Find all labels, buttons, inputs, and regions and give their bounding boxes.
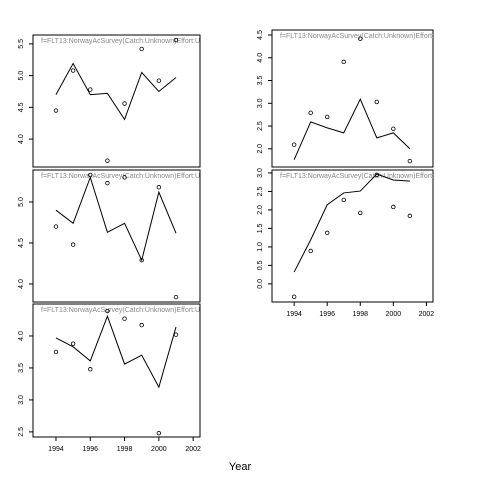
fit-line [293,173,410,273]
observed-point [105,308,110,314]
observed-point [139,46,144,52]
panel-title: f=FLT13:NorwayAcSurvey(Catch:Unknown)Eff… [280,173,443,180]
y-tick-label: 5.0 [18,71,25,81]
panel-title: f=FLT13:NorwayAcSurvey(Catch:Unknown)Eff… [41,38,204,45]
observed-point [341,197,346,203]
observed-point [173,37,179,43]
y-tick-label: 2.5 [18,427,25,437]
panel-frame [32,169,201,303]
x-tick-label: 2000 [386,311,402,318]
y-tick-label: 2.0 [257,144,264,154]
x-tick-label: 1996 [82,446,98,453]
fit-line [55,62,177,121]
y-tick-label: 2.0 [257,205,264,215]
y-tick-label: 4.5 [18,102,25,112]
observed-point [156,185,162,190]
y-tick-label: 4.5 [257,30,264,40]
observed-point [105,158,110,163]
observed-point [391,204,396,210]
panel-frame [32,303,201,438]
observed-point [407,158,413,164]
y-tick-label: 3.5 [18,363,25,373]
observed-point [53,224,59,229]
observed-point [358,36,363,41]
fit-line [293,97,411,160]
observed-point [88,367,93,372]
fit-line [55,175,177,262]
observed-point [88,87,93,92]
y-tick-label: 4.5 [18,238,25,248]
observed-point [291,294,297,300]
y-tick-label: 2.5 [257,186,264,196]
observed-point [325,230,330,236]
y-tick-label: 0.0 [257,279,264,289]
y-tick-label: 2.5 [257,121,264,131]
panel: f=FLT13:NorwayAcSurvey(Catch:Unknown)Eff… [257,168,443,318]
y-tick-label: 0.5 [257,260,264,270]
y-tick-label: 5.0 [18,197,25,207]
x-tick-label: 1998 [352,311,368,318]
x-tick-label: 1994 [286,311,302,318]
x-tick-label: 1998 [117,446,133,453]
y-tick-label: 1.0 [257,242,264,252]
observed-point [308,248,313,254]
observed-point [156,430,162,436]
x-axis-label: Year [229,461,252,473]
observed-point [308,110,313,116]
observed-point [374,99,379,105]
observed-point [407,213,413,219]
panel: f=FLT13:NorwayAcSurvey(Catch:Unknown)Eff… [18,169,204,303]
observed-point [139,322,144,328]
y-tick-label: 3.0 [18,395,25,405]
observed-point [325,114,330,120]
observed-point [173,332,179,337]
panel: f=FLT13:NorwayAcSurvey(Catch:Unknown)Eff… [18,303,204,453]
observed-point [291,142,297,147]
panel-title: f=FLT13:NorwayAcSurvey(Catch:Unknown)Eff… [41,173,204,180]
y-tick-label: 3.5 [257,76,264,86]
observed-point [173,294,179,300]
panel-frame [271,169,434,303]
observed-point [122,316,127,321]
x-tick-label: 2002 [185,446,201,453]
y-tick-label: 4.0 [18,134,25,144]
panel-title: f=FLT13:NorwayAcSurvey(Catch:Unknown)Eff… [280,33,443,40]
y-tick-label: 4.0 [257,53,264,63]
y-tick-label: 5.5 [18,39,25,49]
x-tick-label: 2002 [419,311,435,318]
panel: f=FLT13:NorwayAcSurvey(Catch:Unknown)Eff… [257,29,443,168]
x-tick-label: 1994 [48,446,64,453]
observed-point [105,180,110,186]
y-tick-label: 3.0 [257,168,264,178]
y-tick-label: 4.0 [18,279,25,289]
observed-point [70,242,76,247]
observed-point [70,68,76,73]
fit-line [55,314,177,389]
observed-point [70,341,76,346]
observed-point [53,349,59,355]
x-tick-label: 2000 [151,446,167,453]
observed-point [341,59,346,65]
observed-point [122,175,127,180]
y-tick-label: 1.5 [257,223,264,233]
panel-frame [271,29,434,168]
y-tick-label: 3.0 [257,98,264,108]
y-tick-label: 4.0 [18,331,25,341]
panel: f=FLT13:NorwayAcSurvey(Catch:Unknown)Eff… [18,34,204,168]
observed-point [358,210,363,216]
panel-frame [32,34,201,168]
panel-title: f=FLT13:NorwayAcSurvey(Catch:Unknown)Eff… [41,307,204,314]
observed-point [122,101,127,106]
observed-point [53,108,59,113]
observed-point [156,78,162,83]
x-tick-label: 1996 [319,311,335,318]
observed-point [391,126,396,131]
